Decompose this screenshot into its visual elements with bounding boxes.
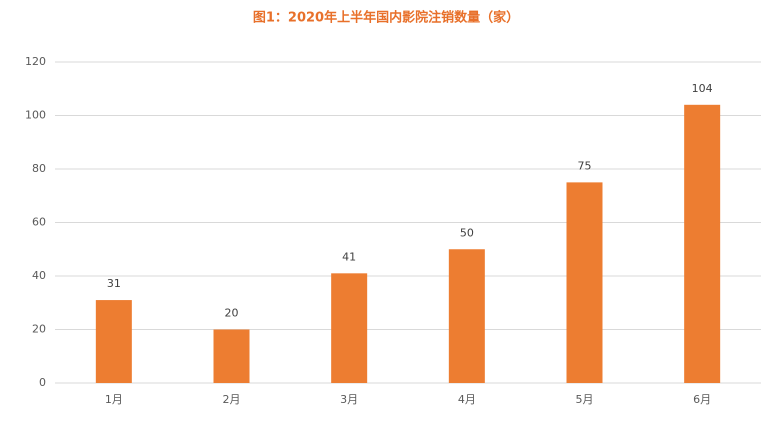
data-label: 31 <box>107 277 121 290</box>
x-tick-label: 3月 <box>340 393 358 406</box>
bar <box>448 249 485 383</box>
x-tick-label: 6月 <box>693 393 711 406</box>
bar <box>95 300 132 383</box>
x-tick-label: 4月 <box>458 393 476 406</box>
y-tick-label: 0 <box>39 376 46 389</box>
bar <box>566 182 603 383</box>
data-label: 50 <box>460 226 474 239</box>
data-label: 20 <box>225 307 239 320</box>
y-tick-label: 120 <box>25 55 46 68</box>
y-tick-label: 40 <box>32 269 46 282</box>
bar <box>331 273 368 383</box>
bar <box>213 329 250 383</box>
chart-title: 图1：2020年上半年国内影院注销数量（家） <box>253 10 519 26</box>
y-tick-label: 60 <box>32 216 46 229</box>
x-tick-label: 5月 <box>576 393 594 406</box>
y-tick-label: 100 <box>25 109 46 122</box>
data-label: 75 <box>578 159 592 172</box>
x-tick-label: 2月 <box>223 393 241 406</box>
data-label: 104 <box>692 82 713 95</box>
y-tick-label: 20 <box>32 323 46 336</box>
x-tick-label: 1月 <box>105 393 123 406</box>
y-tick-label: 80 <box>32 162 46 175</box>
data-label: 41 <box>342 250 356 263</box>
bar <box>684 104 721 384</box>
